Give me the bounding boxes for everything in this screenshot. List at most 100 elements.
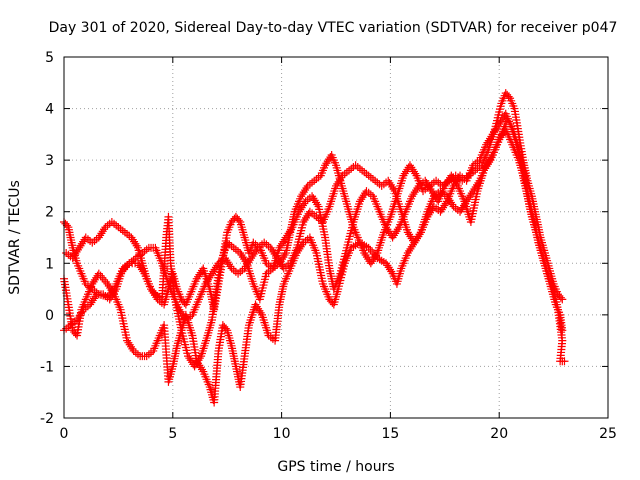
data-point <box>299 218 308 227</box>
data-point <box>360 248 369 257</box>
data-point <box>284 229 293 238</box>
data-point <box>362 253 371 262</box>
data-point <box>342 168 351 177</box>
data-point <box>297 203 306 212</box>
data-point <box>103 279 112 288</box>
data-point <box>479 166 488 175</box>
x-tick-label: 0 <box>60 426 69 442</box>
data-point <box>423 180 432 189</box>
data-point <box>323 157 332 166</box>
data-point <box>426 208 435 217</box>
data-point <box>333 179 342 188</box>
data-point <box>195 270 204 279</box>
data-point <box>335 175 344 184</box>
data-point <box>499 113 508 122</box>
data-point <box>358 166 367 175</box>
data-point <box>451 204 460 213</box>
data-point <box>107 218 116 227</box>
data-point <box>280 251 289 260</box>
data-point <box>236 267 245 276</box>
data-point <box>399 171 408 180</box>
data-point <box>403 248 412 257</box>
data-point <box>384 176 393 185</box>
data-point <box>409 167 418 176</box>
data-point <box>332 181 340 190</box>
data-point <box>489 128 498 137</box>
data-point <box>234 247 243 256</box>
data-point <box>423 212 432 221</box>
data-point <box>97 229 106 238</box>
data-point <box>110 219 119 228</box>
data-point <box>295 207 304 216</box>
data-point <box>128 235 137 244</box>
data-point <box>76 241 85 250</box>
y-tick-label: -2 <box>40 411 54 427</box>
data-point <box>88 279 97 288</box>
data-marks <box>60 89 569 407</box>
data-point <box>125 340 134 349</box>
data-point <box>128 344 137 353</box>
data-point <box>345 166 354 175</box>
data-point <box>449 175 458 184</box>
data-point <box>311 198 320 207</box>
data-point <box>426 185 435 194</box>
data-point <box>387 267 396 276</box>
y-axis-label: SDTVAR / TECUs <box>7 180 23 295</box>
data-point <box>90 275 99 284</box>
data-point <box>301 186 310 195</box>
data-point <box>364 243 373 252</box>
data-point <box>481 164 490 173</box>
data-point <box>72 247 81 256</box>
data-point <box>127 342 136 351</box>
data-point <box>140 247 149 256</box>
grid <box>64 57 608 418</box>
data-point <box>408 192 417 201</box>
data-point <box>493 122 502 131</box>
data-point <box>383 261 392 270</box>
data-point <box>371 252 380 261</box>
data-point <box>308 192 317 201</box>
data-point <box>366 259 375 268</box>
data-point <box>100 225 109 234</box>
y-tick-label: 1 <box>45 256 54 272</box>
data-point <box>231 245 240 254</box>
data-point <box>205 273 214 282</box>
data-point <box>301 236 310 245</box>
data-point <box>206 271 215 280</box>
data-point <box>443 177 452 186</box>
data-point <box>90 294 99 303</box>
data-point <box>196 268 205 277</box>
data-point <box>366 173 375 182</box>
data-point <box>556 293 565 302</box>
data-point <box>482 162 491 171</box>
data-point <box>310 196 319 205</box>
data-point <box>359 191 368 200</box>
data-point <box>106 284 115 293</box>
data-point <box>87 298 96 307</box>
data-point <box>96 231 105 240</box>
data-point <box>76 309 85 318</box>
data-point <box>142 352 151 361</box>
x-tick-label: 10 <box>273 426 291 442</box>
data-point <box>193 358 202 367</box>
data-point <box>384 263 393 272</box>
data-point <box>456 207 465 216</box>
data-point <box>73 245 82 254</box>
chart-title: Day 301 of 2020, Sidereal Day-to-day VTE… <box>49 20 618 36</box>
data-point <box>300 199 309 208</box>
data-point <box>406 244 415 253</box>
data-point <box>440 181 449 190</box>
data-point <box>491 126 500 135</box>
y-tick-label: 5 <box>45 50 54 66</box>
data-point <box>120 228 129 237</box>
data-point <box>241 257 250 266</box>
data-point <box>483 160 492 169</box>
data-point <box>130 237 139 246</box>
data-point <box>368 175 377 184</box>
data-point <box>358 193 367 202</box>
data-point <box>223 258 232 267</box>
data-point <box>123 336 132 345</box>
data-point <box>325 155 334 164</box>
data-point <box>309 194 318 203</box>
data-point <box>252 302 261 311</box>
